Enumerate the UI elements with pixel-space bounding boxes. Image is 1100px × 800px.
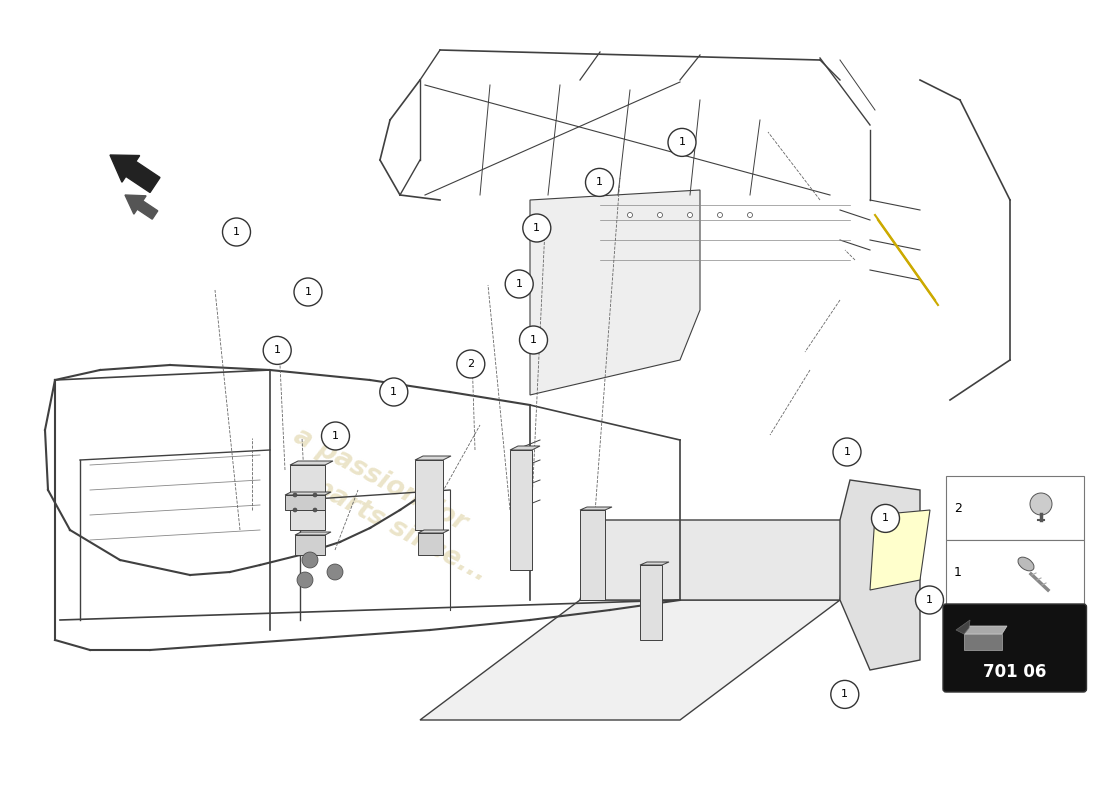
Polygon shape bbox=[418, 533, 443, 555]
FancyArrow shape bbox=[125, 195, 157, 219]
Circle shape bbox=[522, 214, 551, 242]
Circle shape bbox=[627, 213, 632, 218]
Circle shape bbox=[871, 504, 900, 533]
Polygon shape bbox=[295, 532, 331, 535]
Polygon shape bbox=[840, 480, 920, 670]
Circle shape bbox=[1030, 493, 1052, 515]
Text: 1: 1 bbox=[926, 595, 933, 605]
Polygon shape bbox=[285, 492, 331, 495]
Text: 701 06: 701 06 bbox=[983, 663, 1046, 681]
Text: 1: 1 bbox=[882, 514, 889, 523]
Polygon shape bbox=[530, 190, 700, 395]
Circle shape bbox=[222, 218, 251, 246]
Polygon shape bbox=[510, 450, 532, 570]
Text: 1: 1 bbox=[390, 387, 397, 397]
Polygon shape bbox=[415, 460, 443, 530]
Polygon shape bbox=[420, 600, 840, 720]
Circle shape bbox=[302, 552, 318, 568]
Text: 1: 1 bbox=[844, 447, 850, 457]
Text: 1: 1 bbox=[534, 223, 540, 233]
Circle shape bbox=[321, 422, 350, 450]
Text: 1: 1 bbox=[274, 346, 280, 355]
Text: 1: 1 bbox=[842, 690, 848, 699]
Text: 1: 1 bbox=[516, 279, 522, 289]
Circle shape bbox=[748, 213, 752, 218]
Ellipse shape bbox=[1018, 557, 1034, 571]
Polygon shape bbox=[290, 461, 333, 465]
Circle shape bbox=[263, 336, 292, 365]
Circle shape bbox=[314, 493, 317, 497]
Polygon shape bbox=[580, 510, 605, 600]
Text: 1: 1 bbox=[596, 178, 603, 187]
Polygon shape bbox=[295, 535, 324, 555]
Text: 2: 2 bbox=[954, 502, 961, 514]
FancyBboxPatch shape bbox=[946, 540, 1084, 604]
Text: 1: 1 bbox=[530, 335, 537, 345]
Circle shape bbox=[379, 378, 408, 406]
Text: parts since...: parts since... bbox=[308, 473, 492, 587]
Polygon shape bbox=[640, 565, 662, 640]
Polygon shape bbox=[956, 620, 970, 634]
Circle shape bbox=[915, 586, 944, 614]
FancyBboxPatch shape bbox=[943, 604, 1087, 692]
Circle shape bbox=[717, 213, 723, 218]
Polygon shape bbox=[640, 562, 669, 565]
Text: 1: 1 bbox=[233, 227, 240, 237]
Polygon shape bbox=[418, 530, 449, 533]
Circle shape bbox=[293, 508, 297, 512]
Polygon shape bbox=[285, 495, 324, 510]
Polygon shape bbox=[964, 626, 1007, 634]
Circle shape bbox=[688, 213, 693, 218]
Circle shape bbox=[456, 350, 485, 378]
Text: 2: 2 bbox=[468, 359, 474, 369]
Circle shape bbox=[668, 128, 696, 157]
Text: a passion for: a passion for bbox=[289, 423, 471, 537]
Text: 1: 1 bbox=[954, 566, 961, 578]
Circle shape bbox=[658, 213, 662, 218]
FancyBboxPatch shape bbox=[946, 476, 1084, 540]
Circle shape bbox=[297, 572, 313, 588]
Polygon shape bbox=[580, 507, 612, 510]
Polygon shape bbox=[415, 456, 451, 460]
Circle shape bbox=[293, 493, 297, 497]
Circle shape bbox=[830, 680, 859, 709]
Polygon shape bbox=[870, 510, 930, 590]
Polygon shape bbox=[580, 520, 850, 600]
Circle shape bbox=[327, 564, 343, 580]
Text: 1: 1 bbox=[679, 138, 685, 147]
Text: 1: 1 bbox=[305, 287, 311, 297]
Circle shape bbox=[833, 438, 861, 466]
Circle shape bbox=[519, 326, 548, 354]
FancyArrow shape bbox=[110, 155, 160, 193]
Text: 1: 1 bbox=[332, 431, 339, 441]
Polygon shape bbox=[964, 634, 1002, 650]
Circle shape bbox=[294, 278, 322, 306]
Circle shape bbox=[314, 508, 317, 512]
Polygon shape bbox=[510, 446, 540, 450]
Circle shape bbox=[585, 168, 614, 196]
Polygon shape bbox=[290, 465, 324, 530]
Circle shape bbox=[505, 270, 534, 298]
